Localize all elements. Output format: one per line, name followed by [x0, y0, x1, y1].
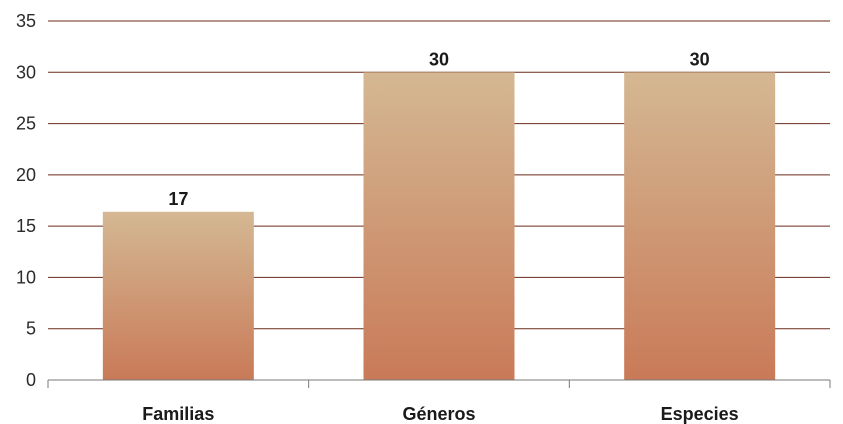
bar-familias: [103, 212, 254, 380]
category-label: Géneros: [402, 404, 475, 424]
x-axis: [48, 380, 830, 388]
data-label: 30: [690, 49, 710, 69]
y-tick-label: 30: [16, 62, 36, 82]
y-tick-label: 0: [26, 370, 36, 390]
y-axis-ticks: 0 5 10 15 20 25 30 35: [16, 11, 36, 390]
category-label: Especies: [661, 404, 739, 424]
bar-géneros: [364, 72, 515, 380]
category-labels: Familias Géneros Especies: [142, 404, 738, 424]
bar-especies: [624, 72, 775, 380]
y-tick-label: 5: [26, 319, 36, 339]
y-tick-label: 25: [16, 114, 36, 134]
bars: [103, 72, 775, 380]
y-tick-label: 10: [16, 267, 36, 287]
data-label: 30: [429, 49, 449, 69]
data-label: 17: [168, 189, 188, 209]
y-tick-label: 20: [16, 165, 36, 185]
y-tick-label: 15: [16, 216, 36, 236]
category-label: Familias: [142, 404, 214, 424]
y-tick-label: 35: [16, 11, 36, 31]
